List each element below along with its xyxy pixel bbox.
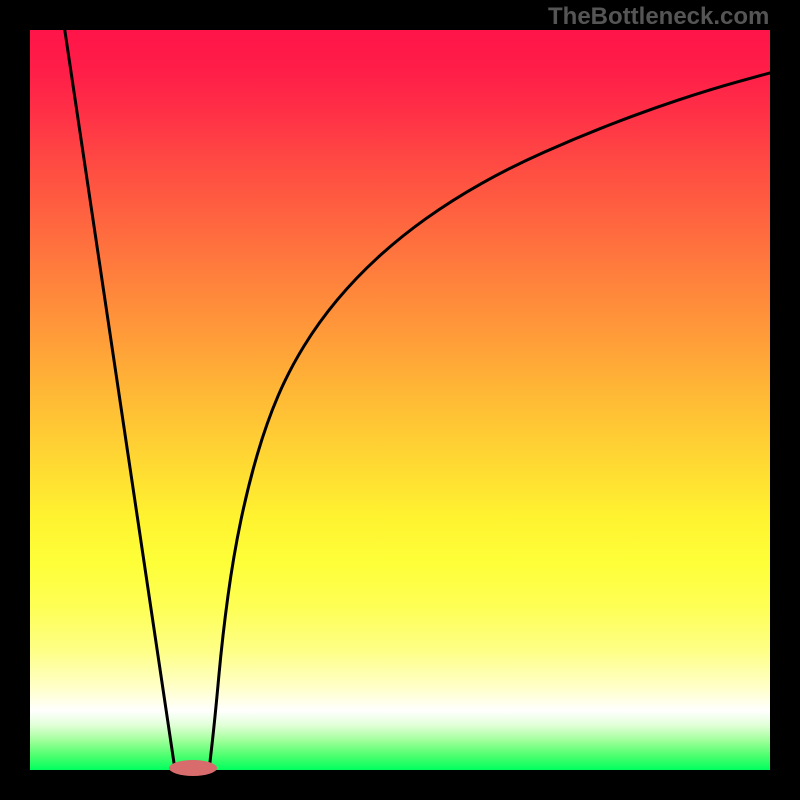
valley-marker-ellipse: [169, 760, 217, 776]
attribution-text: TheBottleneck.com: [548, 3, 769, 31]
curve-line: [65, 30, 770, 770]
valley-marker: [167, 758, 219, 778]
chart-container: { "canvas": { "width": 800, "height": 80…: [0, 0, 800, 800]
bottleneck-curve: [0, 0, 800, 800]
